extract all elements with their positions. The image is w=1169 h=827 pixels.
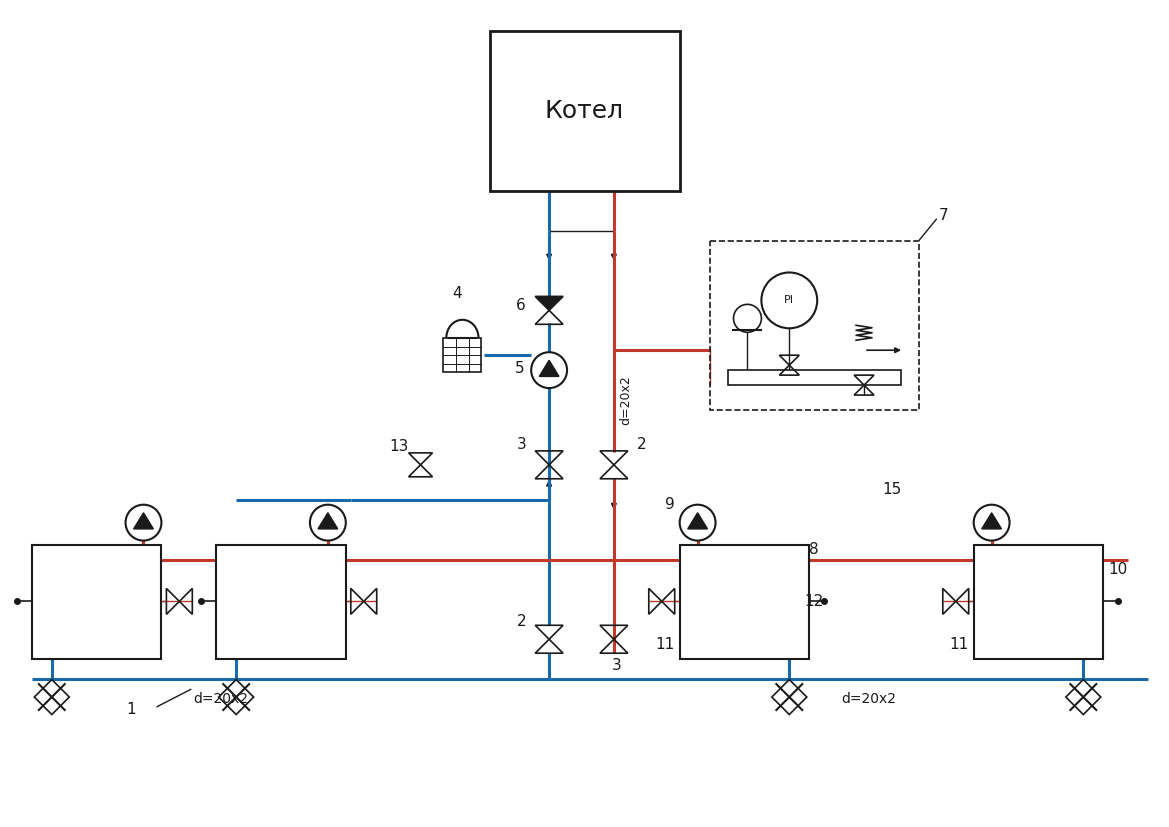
Bar [679,544,809,659]
Polygon shape [539,361,559,376]
Text: 4: 4 [452,286,462,301]
Text: d=20x2: d=20x2 [620,375,632,425]
Circle shape [761,272,817,328]
Text: 1: 1 [126,701,137,716]
Circle shape [974,504,1010,541]
Text: 15: 15 [881,482,901,497]
Circle shape [125,504,161,541]
Text: PI: PI [784,295,794,305]
Circle shape [679,504,715,541]
Text: 6: 6 [517,298,526,313]
Polygon shape [687,513,707,529]
Text: Котел: Котел [545,99,623,123]
Circle shape [531,352,567,388]
Bar [443,338,482,372]
Text: d=20x2: d=20x2 [842,692,897,706]
Text: 8: 8 [809,542,819,557]
Bar [974,544,1104,659]
Text: 11: 11 [949,637,969,652]
Bar [216,544,346,659]
Text: 7: 7 [939,208,948,223]
Text: d=20x2: d=20x2 [194,692,249,706]
Text: 5: 5 [514,361,524,375]
Polygon shape [982,513,1002,529]
Circle shape [310,504,346,541]
Polygon shape [133,513,153,529]
Text: 3: 3 [613,657,622,672]
Text: 2: 2 [517,614,526,629]
Text: 12: 12 [804,594,824,609]
Text: 2: 2 [637,437,646,452]
Polygon shape [318,513,338,529]
Text: 13: 13 [389,439,408,454]
Circle shape [733,304,761,332]
Bar [710,241,919,410]
Text: 10: 10 [1108,562,1128,577]
Bar [727,370,901,385]
Polygon shape [535,296,563,310]
Bar [32,544,161,659]
Bar [490,31,679,191]
Text: 9: 9 [665,497,675,512]
Text: 3: 3 [517,437,526,452]
Text: 11: 11 [656,637,675,652]
